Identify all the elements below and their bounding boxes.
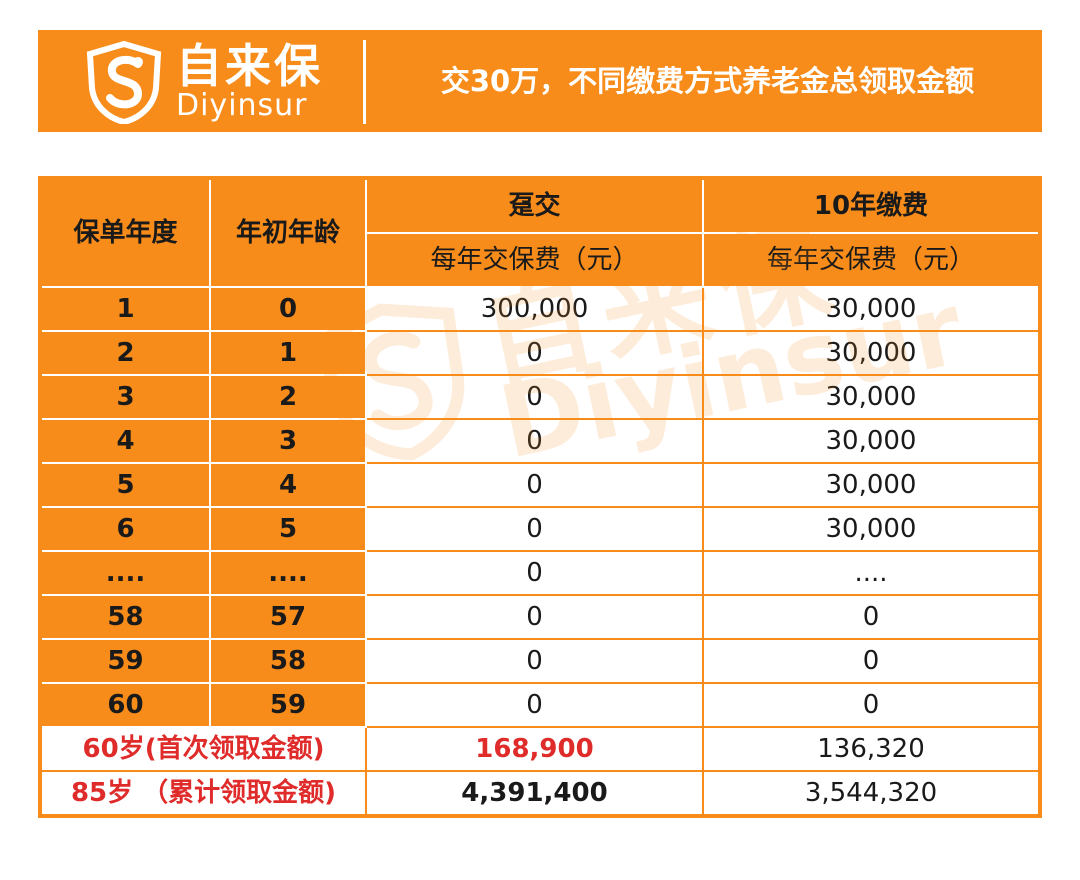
cell-year: 5: [39, 462, 211, 508]
brand-name-en: Diyinsur: [176, 88, 308, 123]
cell-age: 59: [209, 682, 367, 728]
cell-plan-single: 0: [365, 506, 704, 552]
cell-plan-single: 0: [365, 638, 704, 684]
cell-year: 58: [39, 594, 211, 640]
table-row: 59 58 0 0: [39, 638, 1041, 684]
cell-plan-10year: 30,000: [702, 286, 1041, 332]
cell-plan-10year: 0: [702, 594, 1041, 640]
cell-plan-single: 0: [365, 418, 704, 464]
cell-year: 3: [39, 374, 211, 420]
subheader-premium-10year: 每年交保费（元）: [702, 232, 1041, 288]
cell-plan-10year: 30,000: [702, 330, 1041, 376]
summary-label-cumulative: 85岁 （累计领取金额): [39, 770, 367, 817]
cell-age: 1: [209, 330, 367, 376]
header-banner: 自来保 Diyinsur 交30万，不同缴费方式养老金总领取金额: [38, 30, 1042, 132]
cell-age: ....: [209, 550, 367, 596]
cell-year: 6: [39, 506, 211, 552]
cell-plan-single: 300,000: [365, 286, 704, 332]
cell-plan-single: 0: [365, 682, 704, 728]
header-plan-single: 趸交: [365, 177, 704, 234]
summary-row-first-payout: 60岁(首次领取金额) 168,900 136,320: [39, 726, 1041, 772]
table-row: 6 5 0 30,000: [39, 506, 1041, 552]
banner-divider: [363, 40, 366, 124]
cell-plan-10year: 30,000: [702, 462, 1041, 508]
cell-age: 3: [209, 418, 367, 464]
header-policy-year: 保单年度: [39, 177, 211, 288]
cell-plan-single: 0: [365, 550, 704, 596]
cell-age: 5: [209, 506, 367, 552]
cell-year: 2: [39, 330, 211, 376]
premium-table: 保单年度 年初年龄 趸交 10年缴费 每年交保费（元） 每年交保费（元） 1 0…: [38, 176, 1042, 818]
brand-name-cn: 自来保: [176, 39, 323, 93]
cell-plan-10year: 0: [702, 638, 1041, 684]
cell-plan-single: 0: [365, 462, 704, 508]
cell-year: 1: [39, 286, 211, 332]
summary-10year-first-payout: 136,320: [702, 726, 1041, 772]
premium-table-container: 保单年度 年初年龄 趸交 10年缴费 每年交保费（元） 每年交保费（元） 1 0…: [38, 176, 1042, 846]
subheader-premium-single: 每年交保费（元）: [365, 232, 704, 288]
cell-year: 59: [39, 638, 211, 684]
table-row: 3 2 0 30,000: [39, 374, 1041, 420]
cell-plan-10year: ....: [702, 550, 1041, 596]
cell-age: 0: [209, 286, 367, 332]
summary-row-cumulative: 85岁 （累计领取金额) 4,391,400 3,544,320: [39, 770, 1041, 817]
cell-plan-10year: 30,000: [702, 506, 1041, 552]
cell-age: 58: [209, 638, 367, 684]
table-row: .... .... 0 ....: [39, 550, 1041, 596]
header-plan-10year: 10年缴费: [702, 177, 1041, 234]
table-row: 58 57 0 0: [39, 594, 1041, 640]
cell-plan-10year: 30,000: [702, 374, 1041, 420]
shield-logo-icon: [86, 40, 162, 124]
summary-10year-cumulative: 3,544,320: [702, 770, 1041, 817]
table-subheader-row: 每年交保费（元） 每年交保费（元）: [40, 232, 1041, 288]
cell-year: ....: [39, 550, 211, 596]
cell-age: 2: [209, 374, 367, 420]
cell-plan-single: 0: [365, 594, 704, 640]
cell-plan-10year: 0: [702, 682, 1041, 728]
cell-year: 60: [39, 682, 211, 728]
summary-single-cumulative: 4,391,400: [365, 770, 704, 817]
cell-plan-10year: 30,000: [702, 418, 1041, 464]
cell-plan-single: 0: [365, 374, 704, 420]
table-header-row: 保单年度 年初年龄 趸交 10年缴费: [39, 177, 1041, 288]
table-row: 60 59 0 0: [39, 682, 1041, 728]
cell-age: 4: [209, 462, 367, 508]
header-start-age: 年初年龄: [209, 177, 367, 288]
summary-single-first-payout: 168,900: [365, 726, 704, 772]
cell-age: 57: [209, 594, 367, 640]
table-row: 1 0 300,000 30,000: [39, 286, 1041, 332]
table-row: 4 3 0 30,000: [39, 418, 1041, 464]
cell-plan-single: 0: [365, 330, 704, 376]
table-row: 5 4 0 30,000: [39, 462, 1041, 508]
table-row: 2 1 0 30,000: [39, 330, 1041, 376]
cell-year: 4: [39, 418, 211, 464]
summary-label-first-payout: 60岁(首次领取金额): [39, 726, 367, 772]
page-title: 交30万，不同缴费方式养老金总领取金额: [440, 64, 975, 98]
